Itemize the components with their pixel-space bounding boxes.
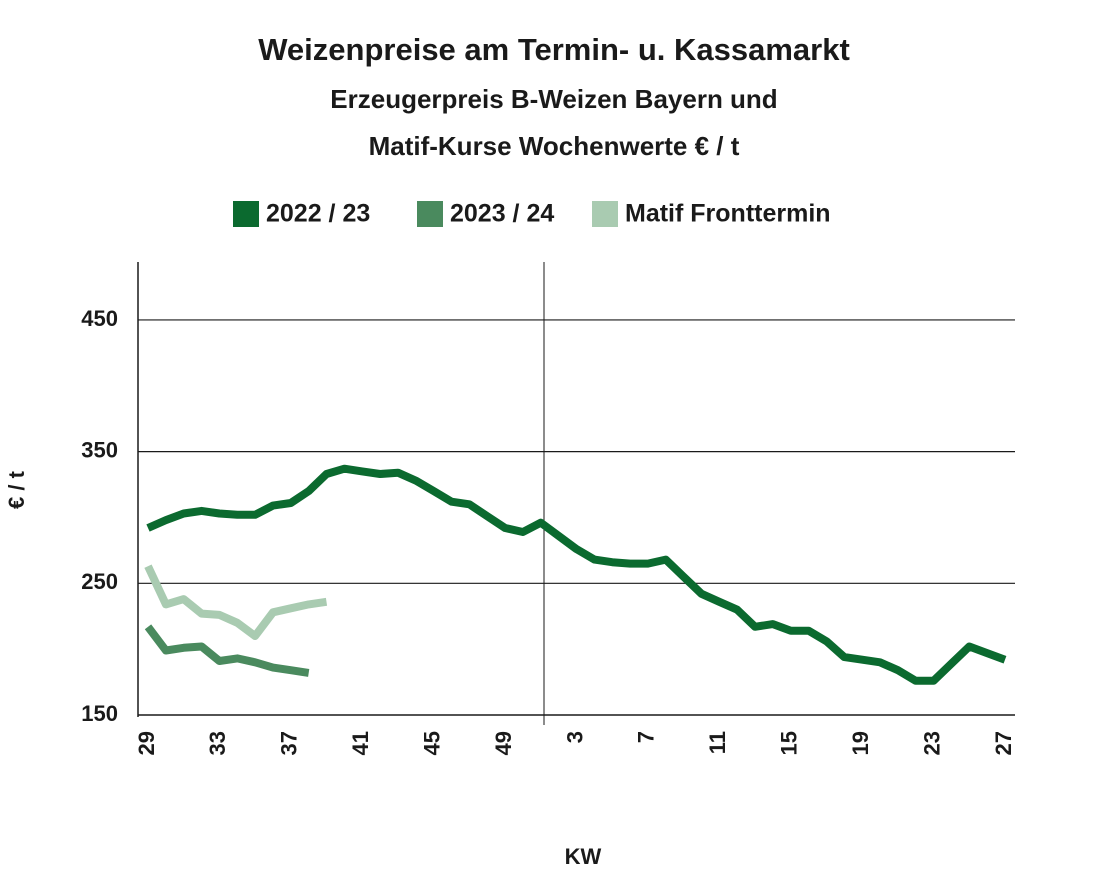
legend-label: 2023 / 24 [450,200,554,228]
y-tick-label: 150 [81,701,118,726]
x-tick-label: 33 [205,731,230,755]
x-tick-label: 41 [348,731,373,755]
series-line [146,464,1007,685]
y-tick-label: 450 [81,306,118,331]
series-line [144,624,310,677]
x-tick-label: 3 [562,731,587,743]
series-line [144,564,328,640]
chart-title: Weizenpreise am Termin- u. Kassamarkt [258,32,850,67]
x-tick-label: 7 [634,731,659,743]
x-tick-label: 49 [491,731,516,755]
x-tick-label: 15 [777,731,802,755]
x-tick-label: 29 [134,731,159,755]
chart-subtitle: Matif-Kurse Wochenwerte € / t [369,131,740,161]
y-axis-title: € / t [4,470,29,509]
y-tick-label: 350 [81,437,118,462]
legend-swatch [233,201,259,227]
x-tick-label: 11 [705,731,730,754]
legend-label: 2022 / 23 [266,200,370,228]
x-tick-label: 23 [919,731,944,755]
y-tick-label: 250 [81,569,118,594]
x-tick-label: 19 [848,731,873,755]
chart-subtitle: Erzeugerpreis B-Weizen Bayern und [330,84,777,114]
legend-swatch [417,201,443,227]
x-tick-label: 27 [991,731,1016,755]
x-tick-label: 37 [277,731,302,755]
x-axis-title: KW [565,844,602,869]
legend-swatch [592,201,618,227]
x-tick-label: 45 [419,731,444,755]
legend-label: Matif Fronttermin [625,200,831,228]
